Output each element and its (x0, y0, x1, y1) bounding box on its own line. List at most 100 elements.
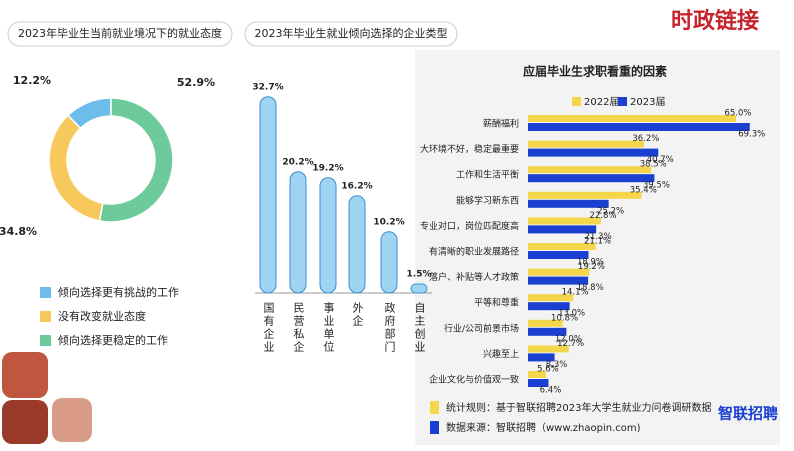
title-pill (7, 21, 233, 47)
bar (410, 283, 428, 294)
bar (528, 276, 589, 285)
y-tick-label: 专业对口，岗位匹配度高 (420, 220, 519, 232)
data-label: 21.1% (584, 237, 611, 247)
y-tick-label: 工作和生活平衡 (456, 169, 519, 181)
bar (528, 371, 546, 378)
legend-swatch (572, 97, 581, 106)
y-tick-label: 薪酬福利 (483, 118, 519, 130)
data-label: 25.2% (597, 206, 624, 216)
y-tick-label: 行业/公司前景市场 (444, 322, 519, 334)
data-label: 69.3% (738, 130, 765, 140)
data-label: 35.4% (630, 185, 657, 195)
decoration (2, 352, 48, 398)
bar (528, 140, 644, 148)
bar (528, 199, 609, 208)
data-label: 52.9% (177, 76, 215, 89)
legend-label: 没有改变就业态度 (58, 309, 146, 323)
y-tick-label: 企业文化与价值观一致 (429, 374, 519, 386)
data-label: 40.7% (647, 155, 674, 165)
y-tick-label: 能够学习新东西 (456, 194, 519, 206)
chart-title: 2023年毕业生当前就业境况下的就业态度 (18, 26, 222, 40)
data-label: 1.5% (407, 270, 432, 280)
legend-label: 2022届 (584, 96, 619, 108)
data-label: 34.8% (0, 225, 37, 238)
legend-label: 倾向选择更有挑战的工作 (58, 285, 179, 299)
bar (528, 268, 590, 276)
data-label: 19.2% (312, 163, 343, 173)
legend-label: 倾向选择更稳定的工作 (58, 333, 168, 347)
data-label: 38.5% (640, 160, 667, 170)
bar (259, 96, 277, 294)
data-label: 39.5% (643, 181, 670, 191)
bar (528, 345, 569, 353)
bar (319, 177, 337, 294)
bar (528, 302, 570, 311)
bar (528, 148, 659, 157)
chart-title: 应届毕业生求职看重的因素 (523, 64, 667, 79)
bar (289, 171, 307, 294)
decoration (52, 398, 92, 442)
x-tick-label: 外企 (351, 302, 364, 328)
decoration (2, 400, 48, 444)
bar (528, 115, 736, 122)
bar (528, 319, 563, 327)
note-marker (430, 421, 439, 434)
bar (528, 123, 750, 131)
note: 统计规则：基于智联招聘2023年大学生就业力问卷调研数据 (446, 401, 711, 414)
chart-title: 2023年毕业生就业倾向选择的企业类型 (255, 26, 448, 40)
data-label: 6.4% (540, 386, 562, 396)
bar (528, 353, 555, 362)
data-label: 65.0% (724, 109, 751, 119)
y-tick-label: 兴趣至上 (483, 348, 519, 360)
x-tick-label: 事业单位 (322, 302, 335, 354)
data-label: 21.3% (585, 232, 612, 242)
data-label: 13.0% (558, 309, 585, 319)
y-tick-label: 平等和尊重 (474, 297, 519, 309)
bar (528, 174, 655, 183)
bar (528, 243, 596, 250)
data-label: 14.1% (562, 288, 589, 298)
data-label: 36.2% (632, 134, 659, 144)
donut-segment (98, 97, 174, 223)
data-label: 32.7% (252, 82, 283, 92)
x-tick-label: 民营私企 (292, 302, 305, 354)
data-label: 19.2% (578, 262, 605, 272)
bar (528, 225, 597, 234)
data-label: 10.2% (373, 217, 404, 227)
data-label: 20.2% (282, 157, 313, 167)
title-pill (244, 21, 458, 47)
bar (528, 166, 652, 174)
data-label: 18.8% (577, 283, 604, 293)
data-label: 22.8% (589, 211, 616, 221)
data-label: 16.2% (341, 181, 372, 191)
logo: 智联招聘 (718, 405, 778, 423)
y-tick-label: 有清晰的职业发展路径 (429, 246, 519, 258)
bar (528, 251, 589, 259)
legend-swatch (40, 311, 51, 322)
data-label: 12.7% (557, 339, 584, 349)
bar (528, 379, 549, 387)
bar (528, 327, 567, 336)
bar (528, 217, 601, 225)
data-label: 8.3% (546, 360, 568, 370)
data-label: 5.6% (537, 365, 559, 375)
bar (528, 294, 574, 302)
bar (380, 231, 398, 294)
data-label: 12.2% (13, 74, 51, 87)
legend-swatch (40, 335, 51, 346)
x-tick-label: 自主创业 (413, 302, 426, 354)
y-tick-label: 落户、补贴等人才政策 (429, 271, 519, 283)
data-label: 18.9% (577, 258, 604, 268)
bar (528, 191, 642, 199)
bar (348, 195, 366, 294)
y-tick-label: 大环境不好，稳定最重要 (420, 143, 519, 155)
legend-swatch (618, 97, 627, 106)
legend-label: 2023届 (630, 96, 665, 108)
x-tick-label: 政府部门 (383, 301, 396, 354)
data-label: 12.0% (555, 334, 582, 344)
header: 时政链接 (671, 8, 759, 34)
note-marker (430, 401, 439, 414)
data-label: 10.8% (551, 313, 578, 323)
note: 数据来源：智联招聘（www.zhaopin.com) (446, 421, 641, 434)
